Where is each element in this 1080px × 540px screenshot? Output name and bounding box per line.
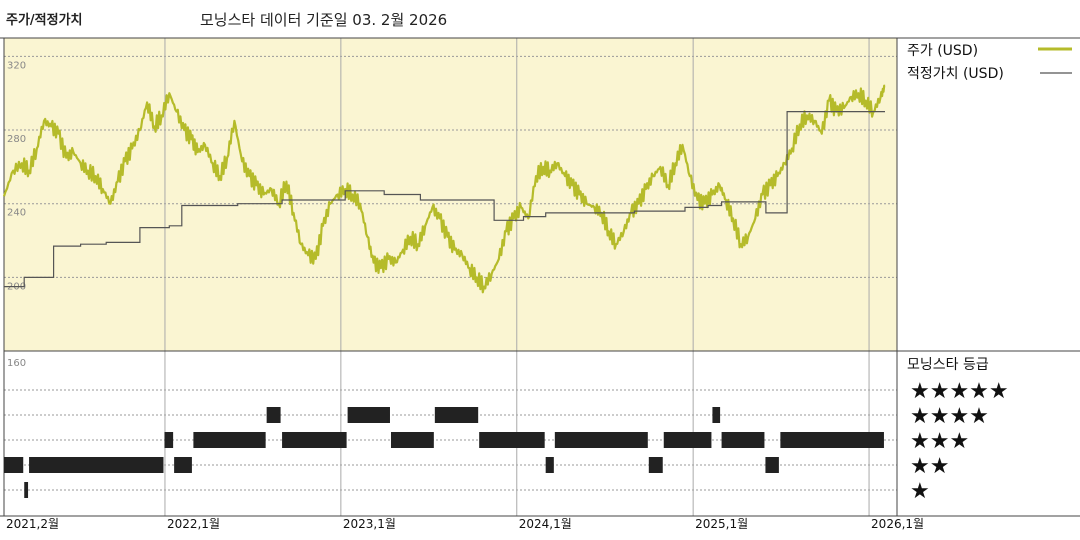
- rating-bar: [721, 432, 765, 448]
- rating-y-tick-label: 160: [7, 358, 26, 369]
- chart-title: 주가/적정가치: [6, 13, 83, 28]
- rating-bar: [29, 457, 164, 473]
- rating-bar: [282, 432, 347, 448]
- price-plot-area: [4, 38, 897, 351]
- x-tick-label: 2024,1월: [519, 517, 572, 531]
- rating-bar: [390, 432, 434, 448]
- rating-level-stars: ★★★: [910, 429, 969, 454]
- rating-bar: [24, 482, 29, 498]
- rating-bar: [434, 407, 479, 423]
- x-tick-label: 2021,2월: [6, 517, 59, 531]
- x-tick-label: 2026,1월: [871, 517, 924, 531]
- rating-level-stars: ★★★★★: [910, 379, 1009, 404]
- rating-bar: [4, 457, 24, 473]
- rating-level-stars: ★★: [910, 454, 949, 479]
- rating-bar: [648, 457, 663, 473]
- rating-bar: [193, 432, 266, 448]
- rating-bar: [479, 432, 545, 448]
- y-tick-label: 240: [7, 208, 26, 219]
- rating-bar: [780, 432, 884, 448]
- x-tick-label: 2022,1월: [167, 517, 220, 531]
- rating-bar: [765, 457, 779, 473]
- x-tick-label: 2025,1월: [695, 517, 748, 531]
- rating-bar: [347, 407, 390, 423]
- rating-title: 모닝스타 등급: [907, 357, 989, 373]
- legend-label-fair-value: 적정가치 (USD): [907, 66, 1004, 82]
- rating-bar: [545, 457, 554, 473]
- legend-label-price: 주가 (USD): [907, 43, 978, 59]
- rating-level-stars: ★★★★: [910, 404, 989, 429]
- price-series-line: [2, 84, 886, 294]
- x-tick-label: 2023,1월: [343, 517, 396, 531]
- rating-bar: [712, 407, 721, 423]
- rating-level-stars: ★: [910, 479, 930, 504]
- rating-bar: [663, 432, 712, 448]
- y-tick-label: 320: [7, 60, 26, 71]
- rating-bar: [554, 432, 648, 448]
- rating-bar: [174, 457, 192, 473]
- rating-bar: [164, 432, 174, 448]
- chart-subtitle: 모닝스타 데이터 기준일 03. 2월 2026: [200, 11, 448, 29]
- fair-value-series-line: [4, 111, 885, 288]
- y-tick-label: 280: [7, 134, 26, 145]
- rating-bar: [266, 407, 281, 423]
